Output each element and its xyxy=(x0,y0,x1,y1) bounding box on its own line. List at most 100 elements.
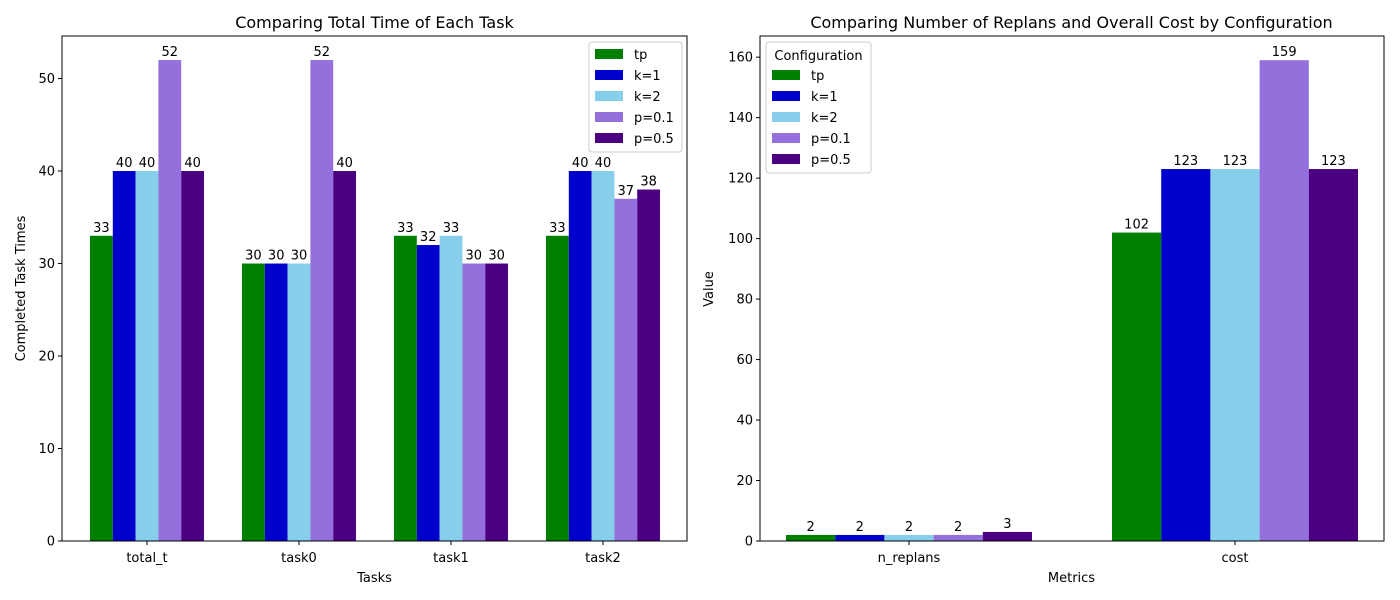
bar xyxy=(394,235,417,541)
bar-value-label: 40 xyxy=(336,156,353,171)
bar-value-label: 40 xyxy=(139,156,156,171)
bar xyxy=(90,235,113,541)
x-axis-label: Tasks xyxy=(356,571,392,586)
x-tick-label: total_t xyxy=(126,551,167,566)
y-tick-label: 50 xyxy=(38,72,55,87)
legend: tp k=1 k=2 p=0.1 p=0.5 xyxy=(588,41,683,153)
y-tick-label: 120 xyxy=(728,172,753,187)
bar-value-label: 123 xyxy=(1223,154,1248,169)
y-tick-label: 10 xyxy=(38,442,55,457)
y-tick-label: 20 xyxy=(736,474,753,489)
bar-value-label: 52 xyxy=(162,45,179,60)
bar xyxy=(264,263,288,541)
bar-value-label: 37 xyxy=(618,184,635,199)
bar-value-label: 159 xyxy=(1272,45,1297,60)
legend-swatch xyxy=(772,133,800,143)
bar-value-label: 52 xyxy=(314,45,331,60)
plot-frame xyxy=(61,35,688,542)
bar xyxy=(135,171,159,542)
y-axis-label: Completed Task Times xyxy=(14,215,29,361)
legend-label: p=0.1 xyxy=(634,111,674,126)
y-tick-label: 140 xyxy=(728,111,753,126)
x-tick-label: task2 xyxy=(585,551,621,566)
bar-value-label: 38 xyxy=(640,175,657,190)
bar-value-label: 33 xyxy=(549,221,566,236)
legend-label: k=1 xyxy=(811,90,838,105)
bar xyxy=(1112,232,1162,541)
bar-value-label: 123 xyxy=(1173,154,1198,169)
y-axis-label: Value xyxy=(702,271,717,307)
y-tick-label: 0 xyxy=(47,535,55,550)
legend-label: p=0.1 xyxy=(811,132,851,147)
bar-value-label: 33 xyxy=(443,221,460,236)
legend-swatch xyxy=(595,91,623,101)
y-tick-label: 40 xyxy=(38,165,55,180)
legend-swatch xyxy=(595,49,623,59)
bar xyxy=(310,60,334,542)
bar-value-label: 123 xyxy=(1321,154,1346,169)
bar xyxy=(835,534,885,541)
bar xyxy=(786,534,836,541)
legend-label: p=0.5 xyxy=(811,153,851,168)
bar xyxy=(181,171,204,542)
y-tick-label: 40 xyxy=(736,414,753,429)
bar xyxy=(637,189,660,542)
bar-value-label: 33 xyxy=(397,221,414,236)
chart-title: Comparing Number of Replans and Overall … xyxy=(810,13,1332,32)
bar xyxy=(614,198,638,542)
x-axis-label: Metrics xyxy=(1048,571,1095,586)
legend-swatch xyxy=(772,112,800,122)
y-tick-label: 100 xyxy=(728,232,753,247)
bar xyxy=(333,171,356,542)
y-tick-label: 80 xyxy=(736,293,753,308)
bar xyxy=(416,245,440,541)
legend-swatch xyxy=(595,133,623,143)
bar xyxy=(462,263,486,541)
bar xyxy=(158,60,182,542)
bar-value-label: 2 xyxy=(905,520,913,535)
bar-value-label: 40 xyxy=(595,156,612,171)
legend-label: tp xyxy=(811,69,824,84)
bar xyxy=(1259,60,1309,541)
legend-label: k=2 xyxy=(634,90,661,105)
bar-value-label: 30 xyxy=(488,249,505,264)
legend-label: k=2 xyxy=(811,111,838,126)
bar xyxy=(242,263,265,541)
y-tick-label: 20 xyxy=(38,350,55,365)
legend-label: k=1 xyxy=(634,69,661,84)
legend-swatch xyxy=(595,70,623,80)
bar xyxy=(1161,169,1211,541)
bar-value-label: 2 xyxy=(856,520,864,535)
bar-value-label: 3 xyxy=(1003,517,1011,532)
bar xyxy=(884,534,934,541)
bar-value-label: 30 xyxy=(466,249,483,264)
legend-label: p=0.5 xyxy=(634,132,674,147)
y-tick-label: 0 xyxy=(745,535,753,550)
bar xyxy=(591,171,615,542)
y-tick-label: 30 xyxy=(38,257,55,272)
bar-value-label: 32 xyxy=(420,230,437,245)
bar-value-label: 102 xyxy=(1124,218,1149,233)
bar xyxy=(568,171,592,542)
bar xyxy=(1308,169,1358,541)
bar-value-label: 2 xyxy=(806,520,814,535)
bar xyxy=(546,235,569,541)
legend-swatch xyxy=(772,70,800,80)
plot-frame xyxy=(759,35,1385,542)
legend: Configuration tp k=1 k=2 p=0.1 p=0.5 xyxy=(765,41,872,174)
bar xyxy=(439,235,463,541)
y-tick-label: 160 xyxy=(728,51,753,66)
chart-task-times: Comparing Total Time of Each Task Tasks … xyxy=(14,13,688,586)
legend-swatch xyxy=(772,91,800,101)
bar-value-label: 30 xyxy=(291,249,308,264)
bar-value-label: 40 xyxy=(116,156,133,171)
bar-value-label: 30 xyxy=(245,249,262,264)
x-tick-label: task1 xyxy=(433,551,469,566)
chart-title: Comparing Total Time of Each Task xyxy=(235,13,514,32)
x-tick-label: n_replans xyxy=(878,551,941,566)
bar xyxy=(1210,169,1260,541)
legend-swatch xyxy=(595,112,623,122)
bar-value-label: 2 xyxy=(954,520,962,535)
legend-label: tp xyxy=(634,48,647,63)
